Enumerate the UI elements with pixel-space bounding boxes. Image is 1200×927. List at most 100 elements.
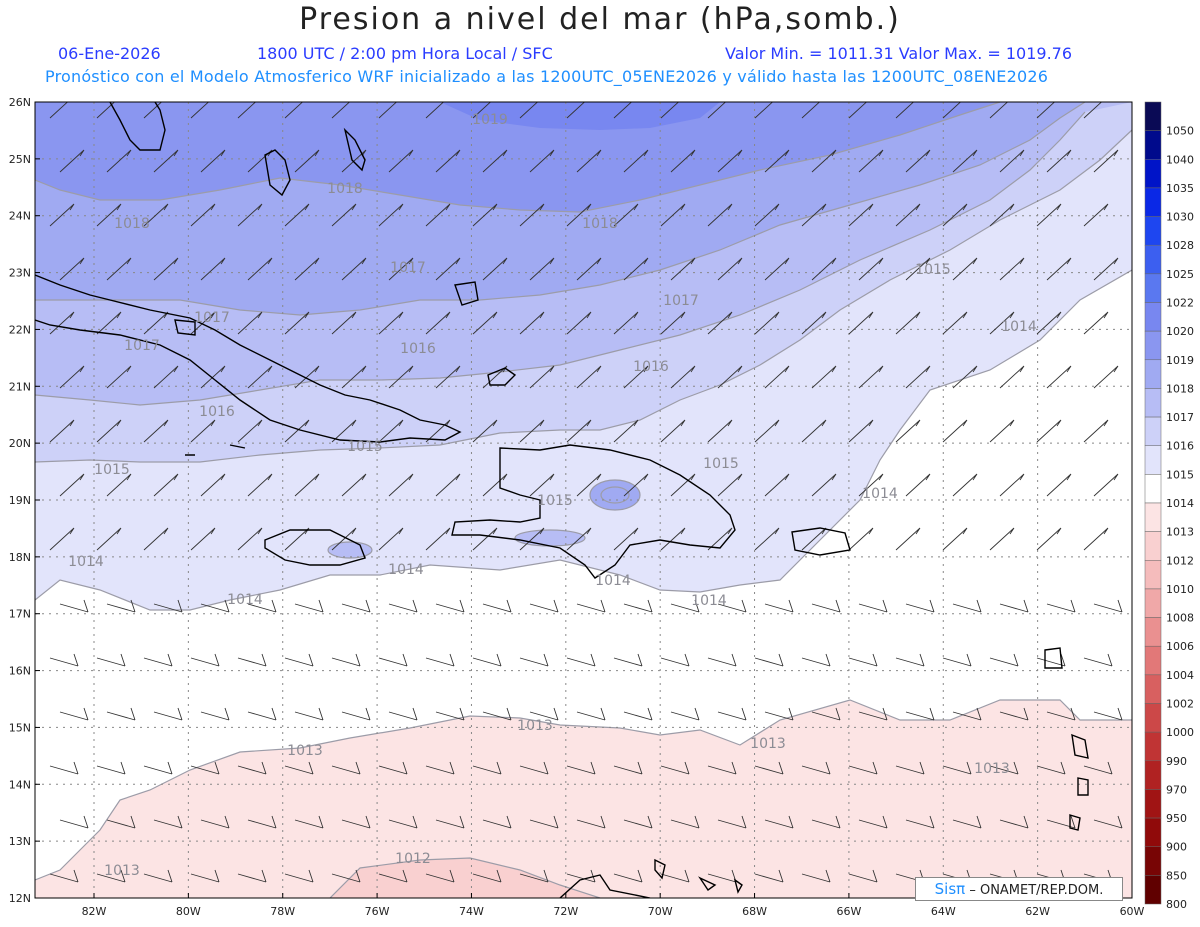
wind-barb <box>143 653 173 667</box>
wind-barb <box>1036 653 1066 667</box>
wind-barb <box>143 869 173 883</box>
wind-barb <box>519 761 549 775</box>
sispi-logo: Sisπ <box>934 880 966 898</box>
lat-label: 19N <box>9 494 31 507</box>
wind-barb <box>425 203 451 227</box>
wind-barb <box>576 473 602 497</box>
wind-barb <box>576 149 602 173</box>
wind-barb <box>764 707 794 721</box>
wind-barb <box>519 653 549 667</box>
wind-barb <box>811 473 837 497</box>
wind-barb <box>190 527 216 551</box>
wind-barb <box>331 311 357 335</box>
wind-barb <box>425 527 451 551</box>
wind-barb <box>858 257 884 281</box>
wind-barb <box>660 203 686 227</box>
florida-coast <box>109 102 166 151</box>
wind-barb <box>670 473 696 497</box>
wind-barb <box>952 473 978 497</box>
wind-barb <box>801 653 831 667</box>
wind-barb <box>613 102 635 119</box>
colorbar-swatch <box>1144 817 1162 847</box>
lat-label: 12N <box>9 892 31 905</box>
wind-barb <box>96 653 126 667</box>
wind-barb <box>811 257 837 281</box>
wind-barb <box>106 599 136 613</box>
wind-barb <box>623 707 653 721</box>
contour-label: 1014 <box>68 554 104 570</box>
wind-barb <box>59 473 85 497</box>
wind-barb <box>566 869 596 883</box>
wind-barb <box>519 419 545 443</box>
wind-barb <box>190 419 216 443</box>
wind-barb <box>153 149 179 173</box>
lat-label: 21N <box>9 380 31 393</box>
wind-barb <box>858 707 888 721</box>
wind-barb <box>96 203 122 227</box>
lon-label: 70W <box>648 905 673 918</box>
contour-label: 1015 <box>94 462 130 478</box>
wind-barb <box>707 419 733 443</box>
wind-barb <box>378 102 400 119</box>
wind-barb <box>811 365 837 389</box>
wind-barb <box>425 102 447 119</box>
wind-barb <box>284 869 314 883</box>
colorbar-label: 1004 <box>1166 669 1194 682</box>
wind-barb <box>801 311 827 335</box>
grid-lines <box>35 102 1132 898</box>
trinidad-tobago <box>1069 814 1081 831</box>
hispaniola-high <box>590 480 640 510</box>
wind-barb <box>529 707 559 721</box>
wind-barb <box>989 653 1019 667</box>
wind-barb <box>49 311 75 335</box>
wind-barb <box>670 599 700 613</box>
wind-barb <box>472 653 502 667</box>
wind-barb <box>754 311 780 335</box>
contour-label: 1014 <box>691 593 727 609</box>
contour-label: 1014 <box>595 573 631 589</box>
wind-barb <box>59 257 85 281</box>
colorbar-label: 1000 <box>1166 726 1194 739</box>
contour-label: 1017 <box>663 293 699 309</box>
wind-barb <box>237 102 259 119</box>
lat-label: 13N <box>9 835 31 848</box>
wind-barb <box>660 419 686 443</box>
lat-label: 26N <box>9 96 31 109</box>
wind-barb <box>858 149 884 173</box>
wind-barb <box>1083 419 1109 443</box>
colorbar-label: 1013 <box>1166 526 1194 539</box>
colorbar: 1050 1040 1035 1030 1028 1025 1022 1020 1019 1018… <box>1144 101 1194 911</box>
wind-barb <box>905 707 935 721</box>
wind-barb <box>905 257 931 281</box>
wind-barb <box>435 707 465 721</box>
colorbar-swatch <box>1144 474 1162 504</box>
lon-label: 68W <box>742 905 767 918</box>
colorbar-label: 1008 <box>1166 612 1194 625</box>
wind-barb <box>895 761 925 775</box>
wind-barb <box>576 599 606 613</box>
wind-barb <box>331 527 357 551</box>
wind-barb <box>106 815 136 829</box>
colorbar-label: 1030 <box>1166 211 1194 224</box>
wind-barbs <box>49 102 1123 883</box>
wind-barb <box>529 365 555 389</box>
wind-barb <box>294 707 324 721</box>
wind-barb <box>49 102 71 119</box>
wind-barb <box>472 203 498 227</box>
wind-barb <box>96 102 118 119</box>
wind-barb <box>623 257 649 281</box>
contour-label: 1018 <box>582 216 618 232</box>
wind-barb <box>472 869 502 883</box>
contour-label: 1015 <box>347 439 383 455</box>
longitude-axis: 82W 80W 78W 76W 74W 72W 70W 68W 66W 64W 62W 60W <box>82 905 1145 918</box>
wind-barb <box>284 761 314 775</box>
wind-barb <box>1083 203 1109 227</box>
wind-barb <box>519 869 549 883</box>
wind-barb <box>49 761 79 775</box>
wind-barb <box>237 203 263 227</box>
contour-label: 1014 <box>227 592 263 608</box>
wind-barb <box>942 653 972 667</box>
wind-barb <box>482 257 508 281</box>
lat-label: 24N <box>9 210 31 223</box>
wind-barb <box>660 527 686 551</box>
